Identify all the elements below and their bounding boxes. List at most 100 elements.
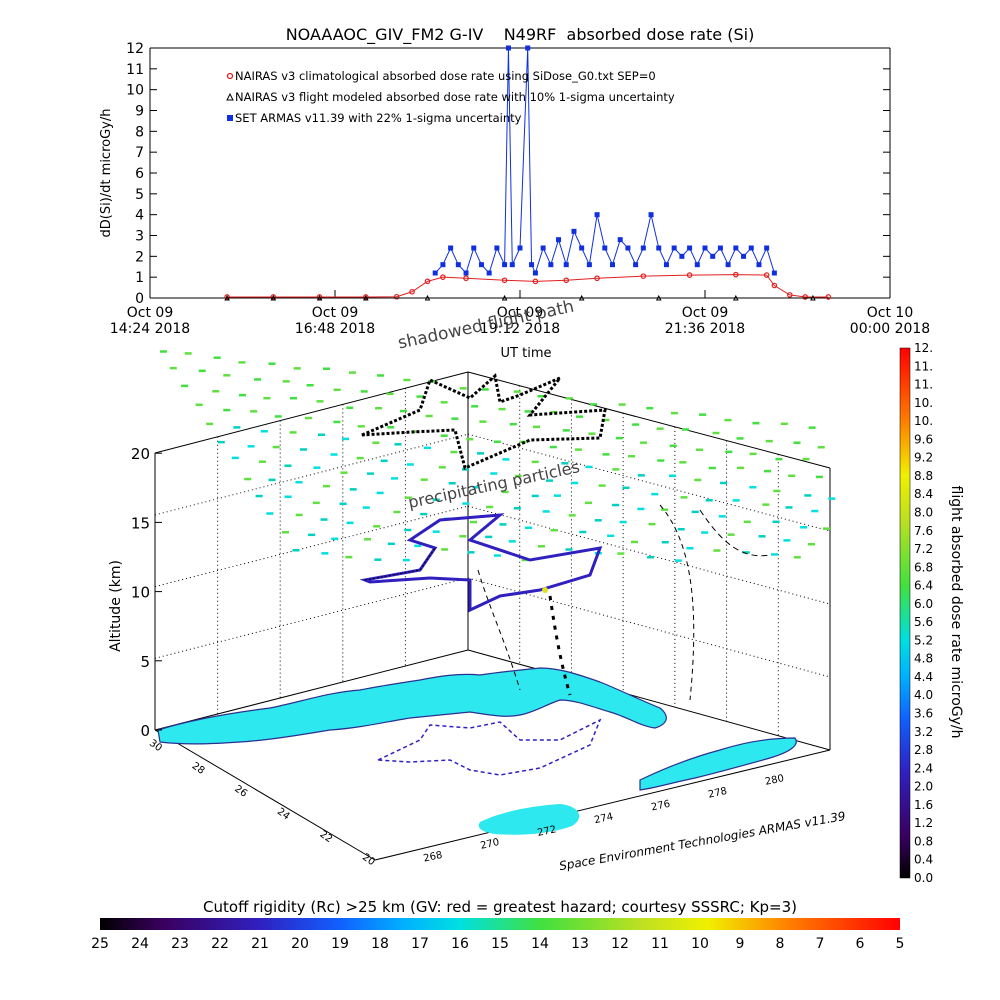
colorbar-tick-label: 2.0: [914, 780, 933, 794]
lat-tick-label: 22: [317, 829, 334, 845]
particle-mark: [440, 401, 448, 404]
particle-mark: [304, 416, 312, 420]
particle-mark: [758, 535, 766, 538]
point-armas: [663, 262, 669, 268]
particle-mark: [255, 494, 263, 498]
point-armas: [529, 262, 535, 268]
point-armas: [440, 262, 446, 268]
cutoff-tick-label: 14: [531, 936, 549, 952]
particle-mark: [481, 388, 489, 391]
cutoff-tick-label: 19: [331, 936, 349, 952]
point-armas: [540, 245, 546, 251]
annotation-precipitating: precipitating particles: [406, 457, 581, 512]
particle-mark: [476, 452, 484, 455]
point-armas: [505, 45, 511, 51]
particle-mark: [420, 478, 428, 481]
particle-mark: [316, 400, 324, 403]
particle-mark: [493, 440, 501, 444]
3d-box: [154, 371, 831, 861]
particle-mark: [802, 457, 810, 461]
cutoff-tick-label: 12: [611, 936, 629, 952]
particle-mark: [749, 485, 757, 489]
particle-mark: [425, 414, 433, 418]
point-armas: [602, 245, 608, 251]
flight-track: [359, 373, 771, 776]
particle-mark: [513, 507, 521, 510]
particle-mark: [292, 549, 300, 552]
point-nairas-clim: [270, 294, 277, 300]
particle-mark: [374, 558, 382, 561]
particle-mark: [346, 406, 354, 410]
particle-mark: [725, 450, 733, 454]
point-armas: [571, 228, 577, 234]
colorbar-tick-label: 0.0: [914, 871, 933, 885]
colorbar-tick-label: 9.6: [914, 432, 933, 446]
particle-mark: [514, 474, 522, 478]
colorbar-tick-label: 10.: [914, 396, 933, 410]
point-armas: [502, 262, 508, 268]
y-tick-label: 4: [135, 208, 144, 224]
chart-title: NOAAAOC_GIV_FM2 G-IV N49RF absorbed dose…: [286, 25, 755, 45]
lat-tick-label: 20: [360, 852, 377, 868]
point-armas: [610, 262, 615, 268]
particle-mark: [387, 542, 395, 546]
particle-mark: [568, 514, 576, 517]
point-armas: [710, 253, 716, 259]
particle-mark: [669, 474, 677, 478]
particle-mark: [213, 356, 221, 359]
colorbar-tick-label: 12.: [914, 341, 933, 355]
particle-mark: [612, 468, 620, 471]
particle-mark: [448, 481, 456, 485]
point-nairas-flight: [316, 294, 323, 301]
point-armas: [679, 253, 685, 259]
point-armas: [756, 262, 762, 268]
particle-mark: [513, 390, 521, 393]
particle-mark: [762, 503, 770, 506]
particle-mark: [508, 540, 516, 543]
particle-mark: [531, 494, 539, 498]
particle-mark: [299, 448, 307, 451]
particle-mark: [574, 448, 582, 451]
cutoff-colorbar: [100, 918, 900, 930]
particle-mark: [674, 559, 682, 562]
particle-mark: [680, 496, 688, 499]
particle-mark: [561, 462, 569, 465]
particle-mark: [538, 545, 546, 548]
particle-mark: [438, 466, 446, 469]
particle-mark: [612, 503, 620, 507]
point-armas: [717, 245, 723, 251]
coastline-layer: [157, 667, 797, 835]
dose-colorbar: [899, 347, 911, 879]
particle-mark: [404, 496, 412, 499]
colorbar-tick-label: 0.8: [914, 834, 933, 848]
particle-mark: [670, 411, 678, 415]
particle-mark: [490, 472, 498, 475]
point-armas: [648, 212, 654, 218]
cutoff-tick-label: 13: [571, 936, 589, 952]
cutoff-tick-label: 8: [776, 936, 785, 952]
particle-mark: [339, 502, 347, 506]
particle-mark: [686, 546, 694, 550]
point-armas: [532, 270, 538, 276]
particle-mark: [274, 415, 282, 418]
particle-mark: [566, 397, 574, 400]
point-nairas-clim: [763, 272, 770, 278]
particle-mark: [440, 434, 448, 437]
particle-mark: [386, 392, 394, 396]
particle-mark: [661, 508, 669, 511]
particle-mark: [661, 540, 669, 544]
particle-mark: [647, 555, 655, 559]
particle-mark: [575, 415, 583, 418]
particle-mark: [467, 551, 475, 554]
particle-mark: [640, 441, 648, 444]
colorbar-tick-label: 7.6: [914, 524, 933, 538]
colorbar-tick-label: 0.4: [914, 853, 933, 867]
particle-mark: [532, 425, 540, 429]
particle-mark: [402, 558, 410, 562]
particle-mark: [441, 548, 449, 551]
particle-mark: [356, 456, 364, 460]
point-armas: [548, 262, 554, 268]
x-tick-label-date: Oct 09: [312, 305, 358, 321]
point-nairas-flight: [810, 294, 816, 301]
